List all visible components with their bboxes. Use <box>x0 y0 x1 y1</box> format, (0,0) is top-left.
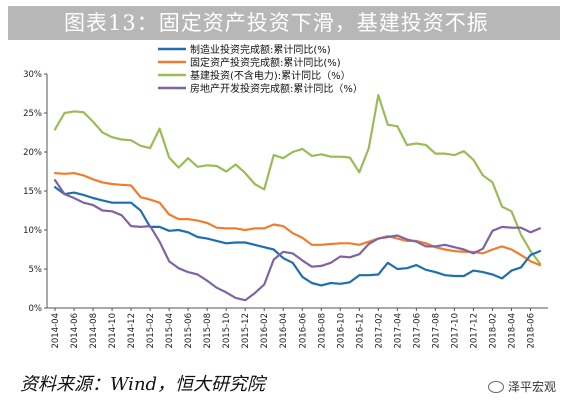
x-tick-label: 2016-04 <box>279 313 289 349</box>
x-tick-label: 2014-04 <box>51 313 61 349</box>
x-tick-label: 2015-02 <box>146 313 156 349</box>
x-tick-label: 2016-10 <box>336 313 346 349</box>
x-tick-label: 2018-02 <box>488 313 498 349</box>
x-tick-label: 2017-06 <box>412 313 422 349</box>
x-tick-label: 2014-10 <box>108 313 118 349</box>
series-line <box>53 93 542 265</box>
x-tick-label: 2015-04 <box>165 313 175 349</box>
y-tick-label: 5% <box>29 265 43 275</box>
watermark-text: 泽平宏观 <box>507 380 556 394</box>
x-tick-label: 2016-02 <box>260 313 270 349</box>
series-line <box>53 186 542 287</box>
x-tick-label: 2017-10 <box>450 313 460 349</box>
x-tick-label: 2016-08 <box>317 313 327 349</box>
x-tick-label: 2017-12 <box>469 313 479 349</box>
x-tick-label: 2018-04 <box>507 313 517 349</box>
x-tick-label: 2015-10 <box>222 313 232 349</box>
chart-axes: 0% 5% 10% 15% 20% 25% 30% 2014-04 2014-06 2014-08… <box>23 70 548 349</box>
y-tick-label: 25% <box>23 109 42 119</box>
legend-label: 固定资产投资完成额:累计同比(%) <box>190 56 341 69</box>
x-tick-label: 2017-08 <box>431 313 441 349</box>
x-tick-label: 2017-02 <box>374 313 384 349</box>
series-line <box>53 172 542 267</box>
legend-label: 制造业投资完成额:累计同比(%) <box>190 43 331 56</box>
y-tick-label: 0% <box>29 304 43 314</box>
line-chart: 0% 5% 10% 15% 20% 25% 30% 2014-04 2014-06 2014-08… <box>23 43 548 349</box>
x-tick-label: 2015-12 <box>241 313 251 349</box>
x-tick-label: 2016-06 <box>298 313 308 349</box>
series-line <box>53 179 542 302</box>
y-tick-label: 10% <box>23 226 42 236</box>
y-tick-label: 15% <box>23 187 42 197</box>
series-layer <box>53 93 542 302</box>
x-tick-label: 2015-08 <box>203 313 213 349</box>
legend-label: 房地产开发投资完成额:累计同比（%） <box>190 82 363 95</box>
y-tick-label: 20% <box>23 148 42 158</box>
x-tick-label: 2018-06 <box>526 313 536 349</box>
page-title: 图表13：固定资产投资下滑，基建投资不振 <box>8 6 560 40</box>
legend: 制造业投资完成额:累计同比(%)固定资产投资完成额:累计同比(%)基建投资(不含… <box>158 43 363 95</box>
x-tick-label: 2014-06 <box>70 313 80 349</box>
x-tick-label: 2014-12 <box>127 313 137 349</box>
y-tick-label: 30% <box>23 70 42 80</box>
source-note: 资料来源：Wind，恒大研究院 <box>20 374 266 395</box>
watermark: 泽平宏观 <box>487 378 556 395</box>
x-tick-label: 2014-08 <box>89 313 99 349</box>
x-tick-label: 2017-04 <box>393 313 403 349</box>
x-tick-label: 2016-12 <box>355 313 365 349</box>
x-tick-label: 2015-06 <box>184 313 194 349</box>
legend-label: 基建投资(不含电力):累计同比（%） <box>190 69 351 82</box>
wechat-icon <box>487 380 504 393</box>
